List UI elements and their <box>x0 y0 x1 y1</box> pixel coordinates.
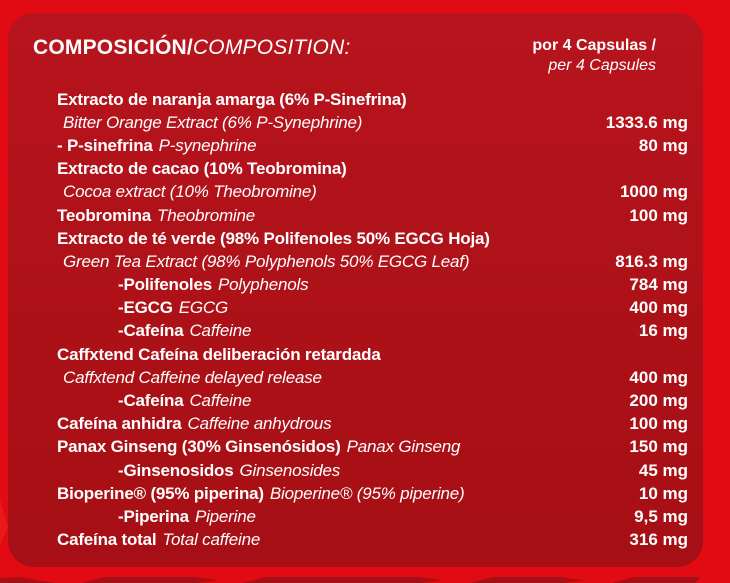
ingredient-row: Bitter Orange Extract (6% P-Synephrine) … <box>57 111 688 134</box>
ingredient-amount: 150 mg <box>629 437 688 457</box>
ingredient-amount: 10 mg <box>638 483 688 503</box>
ingredient-amount: 400 mg <box>629 367 688 387</box>
ingredient-name-es: Cafeína total <box>57 530 157 550</box>
ingredient-name-en: EGCG <box>178 298 228 318</box>
serving-size-es: por 4 Capsulas / <box>532 37 656 54</box>
ingredient-amount: 200 mg <box>629 391 688 411</box>
ingredient-amount: 80 mg <box>638 135 688 155</box>
ingredient-row: - P-sinefrina P-synephrine 80 mg <box>57 134 688 157</box>
ingredient-name-es: Teobromina <box>57 205 152 225</box>
ingredient-amount: 400 mg <box>629 298 688 318</box>
ingredient-amount: 316 mg <box>629 530 688 550</box>
ingredient-name-en: Green Tea Extract (98% Polyphenols 50% E… <box>63 251 470 271</box>
ingredient-name-en: Total caffeine <box>162 530 261 550</box>
ingredient-row: Caffxtend Caffeine delayed release 400 m… <box>57 366 688 389</box>
ingredient-name-es: Extracto de té verde (98% Polifenoles 50… <box>57 228 490 248</box>
ingredient-row: Panax Ginseng (30% Ginsenósidos) Panax G… <box>57 436 688 459</box>
panel-title: COMPOSICIÓN/COMPOSITION: <box>33 35 351 61</box>
ingredient-name-en: P-synephrine <box>158 135 257 155</box>
bottom-border-pattern <box>0 577 700 583</box>
ingredient-amount: 816.3 mg <box>615 251 688 271</box>
ingredient-name-es: Cafeína anhidra <box>57 414 182 434</box>
ingredient-name-es: Caffxtend Cafeína deliberación retardada <box>57 344 381 364</box>
ingredient-row: Extracto de té verde (98% Polifenoles 50… <box>57 227 688 250</box>
left-edge-decoration <box>0 500 8 545</box>
ingredient-name-en: Ginsenosides <box>239 460 341 480</box>
ingredient-name-en: Caffeine <box>189 321 252 341</box>
ingredient-name-en: Cocoa extract (10% Theobromine) <box>63 182 317 202</box>
ingredient-row: -Piperina Piperine 9,5 mg <box>57 505 688 528</box>
ingredient-row: -Polifenoles Polyphenols 784 mg <box>57 274 688 297</box>
ingredient-row: Extracto de cacao (10% Teobromina) <box>57 158 688 181</box>
ingredient-name-en: Caffxtend Caffeine delayed release <box>63 367 322 387</box>
ingredient-amount: 1333.6 mg <box>605 112 688 132</box>
ingredient-row: -Cafeína Caffeine 200 mg <box>57 389 688 412</box>
ingredient-row: Cafeína total Total caffeine 316 mg <box>57 529 688 552</box>
ingredient-name-es: - P-sinefrina <box>57 135 153 155</box>
serving-size-en: per 4 Capsules <box>548 57 656 74</box>
ingredient-name-es: Bioperine® (95% piperina) <box>57 483 264 503</box>
ingredient-name-es: -Cafeína <box>118 391 184 411</box>
ingredient-name-es: Extracto de naranja amarga (6% P-Sinefri… <box>57 89 407 109</box>
ingredient-name-en: Piperine <box>194 506 256 526</box>
ingredient-name-es: -EGCG <box>118 298 173 318</box>
ingredient-name-en: Caffeine anhydrous <box>187 414 332 434</box>
composition-panel: COMPOSICIÓN/COMPOSITION: por 4 Capsulas … <box>8 13 703 567</box>
ingredient-row: Green Tea Extract (98% Polyphenols 50% E… <box>57 250 688 273</box>
ingredient-row: -Cafeína Caffeine 16 mg <box>57 320 688 343</box>
ingredient-name-es: -Cafeína <box>118 321 184 341</box>
ingredient-amount: 100 mg <box>629 205 688 225</box>
ingredient-table: Extracto de naranja amarga (6% P-Sinefri… <box>57 88 688 552</box>
ingredient-row: Cocoa extract (10% Theobromine) 1000 mg <box>57 181 688 204</box>
ingredient-name-en: Theobromine <box>157 205 255 225</box>
ingredient-row: -Ginsenosidos Ginsenosides 45 mg <box>57 459 688 482</box>
panel-title-en: COMPOSITION: <box>192 36 351 59</box>
ingredient-amount: 16 mg <box>638 321 688 341</box>
ingredient-amount: 100 mg <box>629 414 688 434</box>
ingredient-name-en: Panax Ginseng <box>346 437 461 457</box>
ingredient-row: Teobromina Theobromine 100 mg <box>57 204 688 227</box>
ingredient-name-es: -Ginsenosidos <box>118 460 234 480</box>
ingredient-amount: 45 mg <box>638 460 688 480</box>
ingredient-amount: 9,5 mg <box>634 506 688 526</box>
panel-title-es: COMPOSICIÓN/ <box>33 36 193 59</box>
ingredient-name-en: Polyphenols <box>217 275 309 295</box>
ingredient-row: Caffxtend Cafeína deliberación retardada <box>57 343 688 366</box>
ingredient-row: Bioperine® (95% piperina) Bioperine® (95… <box>57 482 688 505</box>
ingredient-name-en: Bioperine® (95% piperine) <box>269 483 465 503</box>
ingredient-amount: 784 mg <box>629 275 688 295</box>
serving-size: por 4 Capsulas / per 4 Capsules <box>532 36 656 76</box>
ingredient-name-en: Caffeine <box>189 391 252 411</box>
ingredient-name-es: -Piperina <box>118 506 189 526</box>
ingredient-name-en: Bitter Orange Extract (6% P-Synephrine) <box>63 112 363 132</box>
ingredient-name-es: Extracto de cacao (10% Teobromina) <box>57 159 347 179</box>
ingredient-row: Cafeína anhidra Caffeine anhydrous 100 m… <box>57 413 688 436</box>
ingredient-row: -EGCG EGCG 400 mg <box>57 297 688 320</box>
ingredient-amount: 1000 mg <box>619 182 688 202</box>
ingredient-name-es: -Polifenoles <box>118 275 212 295</box>
ingredient-name-es: Panax Ginseng (30% Ginsenósidos) <box>57 437 341 457</box>
ingredient-row: Extracto de naranja amarga (6% P-Sinefri… <box>57 88 688 111</box>
